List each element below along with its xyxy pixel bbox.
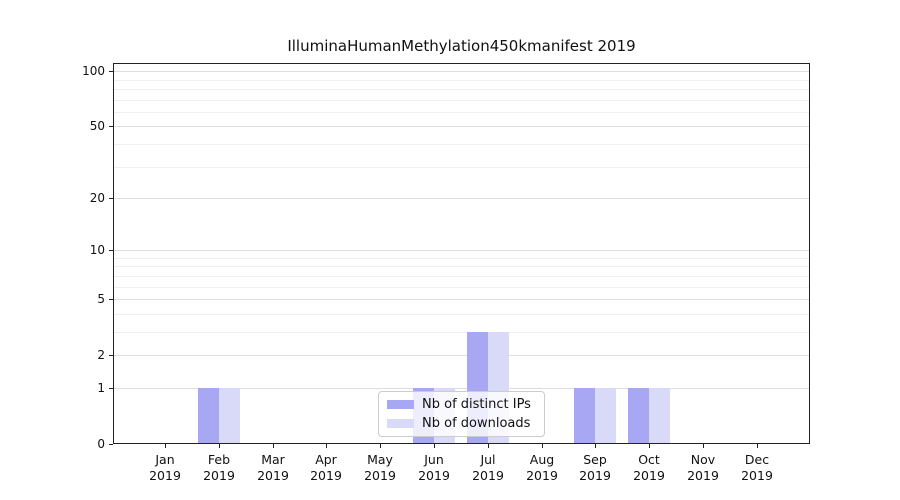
gridline-major <box>114 250 809 251</box>
x-tick-mark <box>380 444 381 448</box>
x-tick-label: Apr 2019 <box>310 452 342 483</box>
gridline-minor <box>114 100 809 101</box>
y-tick-label: 1 <box>97 381 105 395</box>
gridline-minor <box>114 332 809 333</box>
y-tick-mark <box>109 198 113 199</box>
gridline-major <box>114 126 809 127</box>
bar <box>574 388 595 443</box>
gridline-major <box>114 388 809 389</box>
legend-label-downloads: Nb of downloads <box>422 416 531 431</box>
y-tick-mark <box>109 355 113 356</box>
y-tick-mark <box>109 299 113 300</box>
bar <box>219 388 240 443</box>
bar <box>628 388 649 443</box>
gridline-minor <box>114 112 809 113</box>
gridline-minor <box>114 287 809 288</box>
x-tick-mark <box>542 444 543 448</box>
x-tick-mark <box>488 444 489 448</box>
x-tick-label: Dec 2019 <box>741 452 773 483</box>
x-tick-mark <box>757 444 758 448</box>
y-tick-label: 10 <box>89 243 105 257</box>
x-tick-mark <box>165 444 166 448</box>
x-tick-mark <box>219 444 220 448</box>
legend: Nb of distinct IPs Nb of downloads <box>378 391 545 437</box>
x-tick-mark <box>703 444 704 448</box>
y-tick-mark <box>109 126 113 127</box>
bar <box>595 388 616 443</box>
x-tick-label: Jul 2019 <box>472 452 504 483</box>
gridline-minor <box>114 144 809 145</box>
y-tick-mark <box>109 250 113 251</box>
x-tick-label: Feb 2019 <box>203 452 235 483</box>
legend-item-downloads: Nb of downloads <box>387 416 536 431</box>
gridline-minor <box>114 258 809 259</box>
x-tick-label: Jun 2019 <box>418 452 450 483</box>
y-tick-mark <box>109 444 113 445</box>
gridline-minor <box>114 314 809 315</box>
x-tick-label: Sep 2019 <box>579 452 611 483</box>
x-tick-label: Jan 2019 <box>149 452 181 483</box>
legend-item-distinct-ips: Nb of distinct IPs <box>387 397 536 412</box>
x-tick-mark <box>326 444 327 448</box>
gridline-minor <box>114 266 809 267</box>
bar <box>198 388 219 443</box>
x-tick-mark <box>434 444 435 448</box>
y-tick-label: 20 <box>89 191 105 205</box>
gridline-major <box>114 299 809 300</box>
y-tick-label: 2 <box>97 348 105 362</box>
gridline-minor <box>114 80 809 81</box>
x-tick-label: Oct 2019 <box>633 452 665 483</box>
y-tick-mark <box>109 388 113 389</box>
gridline-major <box>114 71 809 72</box>
x-tick-mark <box>595 444 596 448</box>
y-tick-label: 100 <box>82 64 105 78</box>
y-tick-label: 5 <box>97 292 105 306</box>
legend-swatch-distinct-ips-icon <box>387 400 414 409</box>
y-tick-label: 0 <box>97 437 105 451</box>
gridline-minor <box>114 89 809 90</box>
chart-title: IlluminaHumanMethylation450kmanifest 201… <box>287 37 636 55</box>
bar <box>649 388 670 443</box>
x-tick-label: Nov 2019 <box>687 452 719 483</box>
gridline-major <box>114 355 809 356</box>
gridline-major <box>114 198 809 199</box>
legend-swatch-downloads-icon <box>387 419 414 428</box>
x-tick-label: May 2019 <box>364 452 396 483</box>
gridline-minor <box>114 167 809 168</box>
legend-label-distinct-ips: Nb of distinct IPs <box>422 397 531 412</box>
y-tick-mark <box>109 71 113 72</box>
x-tick-label: Mar 2019 <box>257 452 289 483</box>
y-tick-label: 50 <box>89 119 105 133</box>
plot-area <box>113 63 810 444</box>
x-tick-label: Aug 2019 <box>526 452 558 483</box>
x-tick-mark <box>649 444 650 448</box>
gridline-minor <box>114 276 809 277</box>
x-tick-mark <box>273 444 274 448</box>
